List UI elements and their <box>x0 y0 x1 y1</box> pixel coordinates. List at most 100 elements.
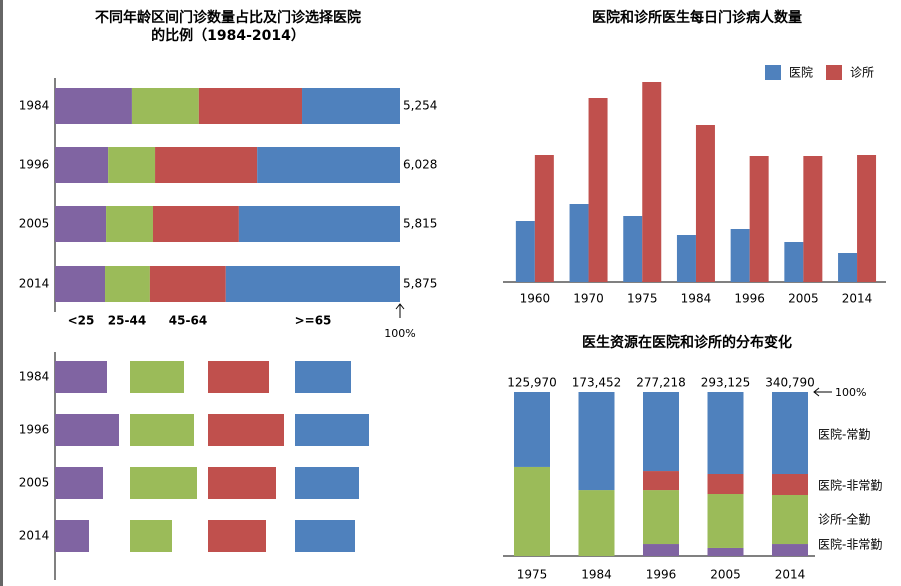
y-tick-label: 2014 <box>19 277 50 291</box>
bar-segment <box>238 206 400 242</box>
series-label: 诊所-全勤 <box>818 512 870 527</box>
total-label: 5,875 <box>403 277 437 291</box>
bar-segment <box>225 266 400 302</box>
x-tick-label: 2014 <box>842 292 873 306</box>
bar <box>295 520 355 552</box>
bar <box>515 221 535 282</box>
bar-segment <box>257 147 400 183</box>
total-label: 340,790 <box>765 376 815 390</box>
bar <box>803 156 823 282</box>
bar-segment <box>578 392 615 491</box>
series-label: 医院-非常勤 <box>818 479 882 493</box>
bar-segment <box>578 490 615 556</box>
bar <box>208 414 284 446</box>
total-label: 5,254 <box>403 99 437 113</box>
bar <box>295 467 359 499</box>
bar-segment <box>707 392 744 474</box>
bar-segment <box>108 147 156 183</box>
bar <box>857 155 877 282</box>
y-tick-label: 1996 <box>19 158 50 172</box>
bar <box>730 229 750 282</box>
x-tick-label: 1984 <box>681 292 712 306</box>
x-tick-label: 2005 <box>788 292 819 306</box>
bar-segment <box>302 88 400 124</box>
x-tick-label: 2005 <box>710 568 741 582</box>
bar <box>55 414 119 446</box>
series-label: 医院-非常勤 <box>818 538 882 552</box>
y-tick-label: 2005 <box>19 217 50 231</box>
bar <box>130 467 197 499</box>
bar <box>130 361 184 393</box>
total-label: 293,125 <box>701 376 751 390</box>
bar <box>784 242 804 282</box>
bar-segment <box>152 206 239 242</box>
bar <box>534 155 554 282</box>
x-tick-label: 1960 <box>520 292 551 306</box>
bar <box>208 520 266 552</box>
bar <box>208 467 276 499</box>
total-label: 277,218 <box>636 376 686 390</box>
chart-title: 的比例（1984-2014） <box>151 27 305 44</box>
arrow <box>395 303 405 318</box>
legend-swatch <box>826 65 842 80</box>
bar-segment <box>198 88 303 124</box>
bar-segment <box>155 147 258 183</box>
bar-segment <box>106 206 153 242</box>
bar <box>838 253 858 282</box>
series-label: 医院-常勤 <box>818 428 870 442</box>
bar-segment <box>55 266 106 302</box>
x-tick-label: 2014 <box>775 568 806 582</box>
bar-segment <box>772 544 808 556</box>
bar-segment <box>772 474 808 495</box>
bar-segment <box>105 266 150 302</box>
annotation: 100% <box>835 386 866 399</box>
bar-segment <box>131 88 199 124</box>
bar <box>676 235 696 282</box>
bar-segment <box>55 206 107 242</box>
bar <box>55 520 89 552</box>
bar-segment <box>55 147 109 183</box>
series-label: >=65 <box>295 314 332 328</box>
bar <box>749 156 769 282</box>
bar <box>130 414 194 446</box>
bar <box>695 125 715 282</box>
arrow <box>813 387 832 397</box>
bar <box>588 98 608 282</box>
legend-swatch <box>765 65 781 80</box>
bar-segment <box>643 471 679 491</box>
left-edge <box>0 0 3 586</box>
chart-title: 不同年龄区间门诊数量占比及门诊选择医院 <box>95 9 361 26</box>
total-label: 125,970 <box>507 376 557 390</box>
bar <box>623 216 643 282</box>
bar <box>295 414 369 446</box>
series-label: 25-44 <box>108 314 146 328</box>
bar-segment <box>772 392 808 474</box>
series-label: <25 <box>68 314 95 328</box>
bar <box>55 467 103 499</box>
y-tick-label: 1996 <box>19 423 50 437</box>
y-tick-label: 1984 <box>19 99 50 113</box>
bar-segment <box>55 88 132 124</box>
bar <box>642 82 662 282</box>
bar-segment <box>149 266 226 302</box>
x-tick-label: 1984 <box>581 568 612 582</box>
bar <box>55 361 107 393</box>
bar <box>130 520 172 552</box>
series-label: 45-64 <box>169 314 207 328</box>
x-tick-label: 1996 <box>734 292 765 306</box>
bar-segment <box>643 392 679 472</box>
bar-segment <box>514 466 550 556</box>
bar-segment <box>514 392 550 467</box>
x-tick-label: 1970 <box>573 292 604 306</box>
bar <box>569 204 589 282</box>
bar-segment <box>707 474 744 495</box>
bar-segment <box>772 494 808 545</box>
bar <box>295 361 351 393</box>
bar <box>208 361 269 393</box>
bar-segment <box>643 490 679 545</box>
annotation: 100% <box>384 327 415 340</box>
x-tick-label: 1975 <box>517 568 548 582</box>
chart-title: 医生资源在医院和诊所的分布变化 <box>582 334 792 351</box>
